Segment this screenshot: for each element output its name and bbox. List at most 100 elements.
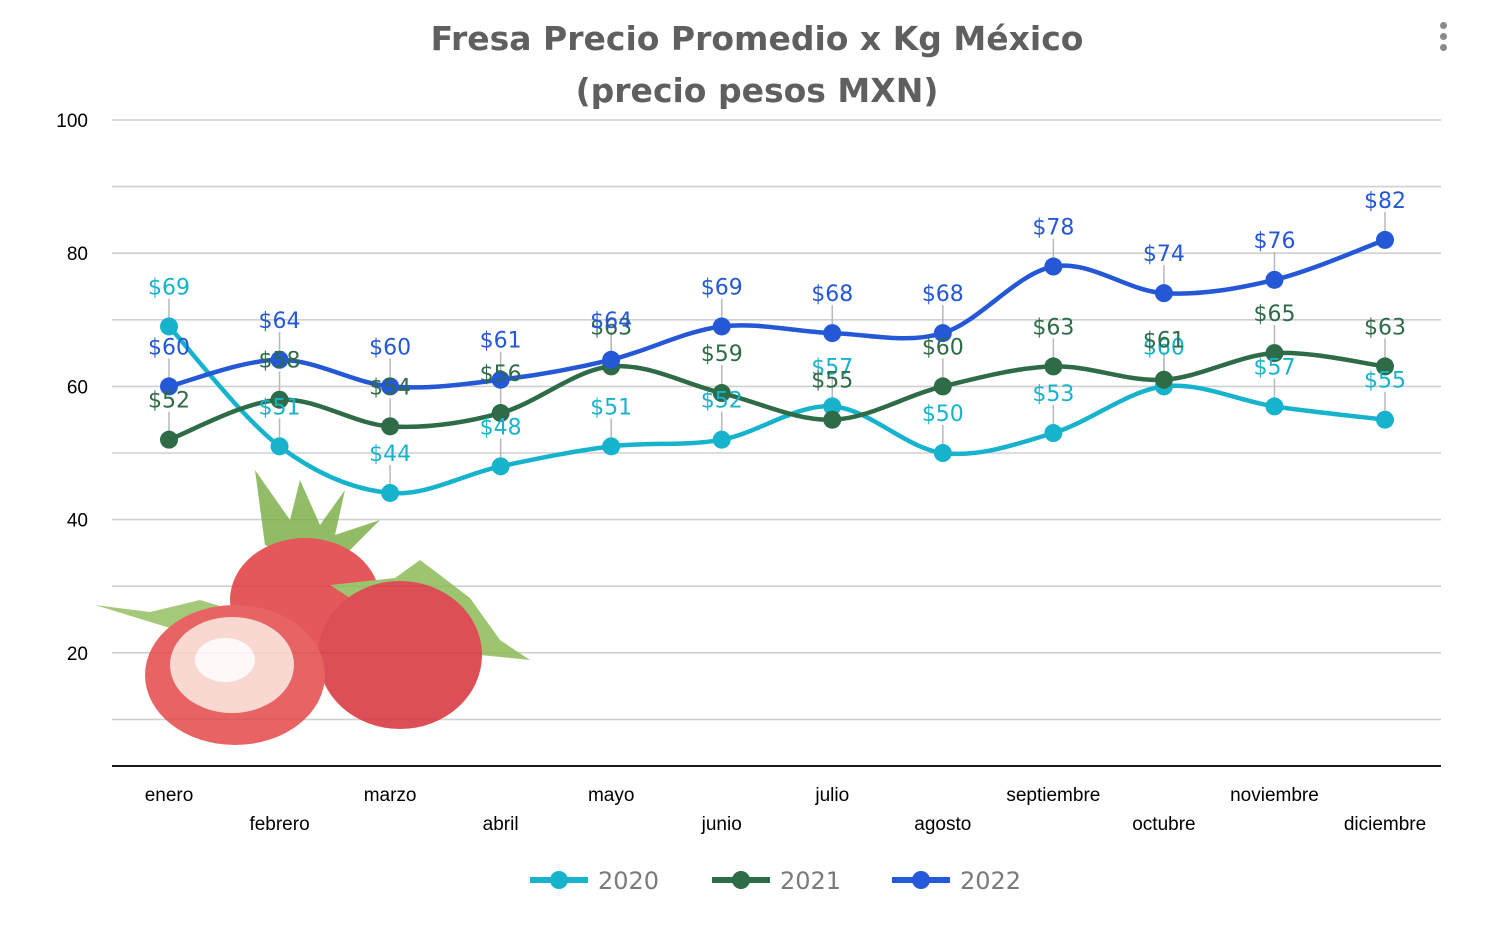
x-tick-label: septiembre — [1006, 785, 1100, 806]
x-axis-labels: enero febrero marzo abril mayo junio julio agos… — [145, 785, 1426, 835]
data-point-2022 — [1376, 230, 1394, 249]
legend-label: 2020 — [598, 867, 659, 895]
data-label-2022: $76 — [1253, 229, 1295, 254]
menu-dot — [1439, 33, 1447, 40]
strawberry-image — [95, 470, 530, 745]
data-label-2021: $56 — [480, 362, 522, 387]
data-label-2022: $64 — [259, 309, 301, 334]
data-point-2020 — [1044, 424, 1063, 443]
x-tick-label: julio — [814, 785, 849, 806]
data-point-2021 — [491, 404, 510, 423]
data-label-2021: $63 — [590, 315, 632, 340]
data-point-2022 — [270, 350, 289, 369]
data-point-2022 — [160, 377, 178, 396]
data-point-2022 — [1154, 284, 1173, 303]
data-label-2022: $82 — [1364, 189, 1406, 214]
data-label-2021: $63 — [1364, 315, 1406, 340]
data-point-2022 — [602, 350, 621, 369]
y-tick-label: 60 — [67, 377, 88, 398]
data-point-2020 — [1265, 397, 1284, 416]
series-markers — [160, 230, 1394, 502]
data-point-2020 — [381, 483, 400, 502]
data-label-2022: $69 — [701, 275, 743, 300]
data-label-2020: $57 — [811, 355, 853, 380]
data-label-2020: $69 — [148, 275, 190, 300]
data-label-2020: $51 — [259, 395, 301, 420]
data-point-2022 — [712, 317, 731, 336]
legend-label: 2021 — [780, 867, 841, 895]
data-point-2021 — [823, 410, 842, 429]
legend: 2020 2021 2022 — [530, 867, 1021, 895]
legend-item-2020[interactable]: 2020 — [530, 867, 659, 895]
data-point-2022 — [1265, 270, 1284, 289]
y-tick-label: 80 — [67, 244, 88, 265]
menu-dot — [1439, 44, 1447, 51]
x-tick-label: noviembre — [1230, 785, 1319, 806]
data-point-2021 — [1265, 344, 1284, 363]
data-point-2020 — [712, 430, 731, 449]
series-line-2021 — [166, 350, 1388, 442]
data-point-2022 — [823, 324, 842, 343]
data-label-2022: $61 — [480, 329, 522, 354]
series-line-2022 — [166, 237, 1388, 390]
data-point-2021 — [712, 384, 731, 403]
data-point-2021 — [933, 377, 952, 396]
data-point-2020 — [491, 457, 510, 476]
data-label-2020: $53 — [1032, 382, 1074, 407]
data-point-2022 — [933, 324, 952, 343]
x-tick-label: marzo — [364, 785, 417, 806]
x-tick-label: diciembre — [1344, 814, 1426, 835]
chart-title: Fresa Precio Promedio x Kg México (preci… — [431, 19, 1084, 110]
series-lines — [166, 237, 1388, 496]
y-tick-label: 20 — [67, 644, 88, 665]
data-point-2020 — [933, 444, 952, 462]
data-point-2022 — [1044, 257, 1063, 276]
data-label-2022: $74 — [1143, 242, 1185, 267]
legend-item-2021[interactable]: 2021 — [712, 867, 841, 895]
data-point-2022 — [491, 370, 510, 389]
x-tick-label: enero — [145, 785, 194, 806]
y-axis: 20 40 60 80 100 — [56, 111, 88, 665]
data-label-2020: $50 — [922, 402, 964, 427]
data-point-2020 — [160, 317, 178, 336]
data-point-2021 — [1154, 370, 1173, 389]
x-tick-label: agosto — [914, 814, 971, 835]
x-tick-label: abril — [483, 814, 519, 835]
data-point-2022 — [381, 377, 400, 396]
x-tick-label: junio — [701, 814, 742, 835]
kebab-menu-icon[interactable] — [1430, 20, 1456, 54]
data-point-2021 — [160, 430, 178, 449]
data-label-2021: $59 — [701, 342, 743, 367]
menu-dot — [1439, 22, 1447, 29]
legend-item-2022[interactable]: 2022 — [892, 867, 1021, 895]
data-label-2020: $44 — [369, 442, 411, 467]
legend-marker — [550, 871, 568, 889]
data-label-2022: $60 — [369, 335, 411, 360]
x-tick-label: octubre — [1132, 814, 1195, 835]
x-tick-label: mayo — [588, 785, 634, 806]
data-label-2020: $55 — [1364, 369, 1406, 394]
chart-title-line-1: Fresa Precio Promedio x Kg México — [431, 19, 1084, 58]
data-label-2021: $60 — [922, 335, 964, 360]
y-tick-label: 40 — [67, 511, 88, 532]
legend-label: 2022 — [960, 867, 1021, 895]
data-point-2020 — [823, 397, 842, 416]
data-point-2020 — [270, 437, 289, 456]
data-label-2020: $57 — [1253, 355, 1295, 380]
data-label-2022: $68 — [811, 282, 853, 307]
data-label-2021: $63 — [1032, 315, 1074, 340]
data-label-2021: $54 — [369, 375, 411, 400]
data-point-2021 — [1044, 357, 1063, 376]
data-label-2020: $51 — [590, 395, 632, 420]
legend-marker — [912, 871, 930, 889]
data-point-2021 — [381, 417, 400, 436]
chart-title-line-2: (precio pesos MXN) — [576, 71, 939, 110]
data-label-2020: $48 — [480, 415, 522, 440]
x-tick-label: febrero — [249, 814, 309, 835]
data-label-2021: $61 — [1143, 329, 1185, 354]
data-label-2022: $68 — [922, 282, 964, 307]
data-label-2021: $65 — [1253, 302, 1295, 327]
data-label-2021: $55 — [811, 369, 853, 394]
data-point-2020 — [602, 437, 621, 456]
